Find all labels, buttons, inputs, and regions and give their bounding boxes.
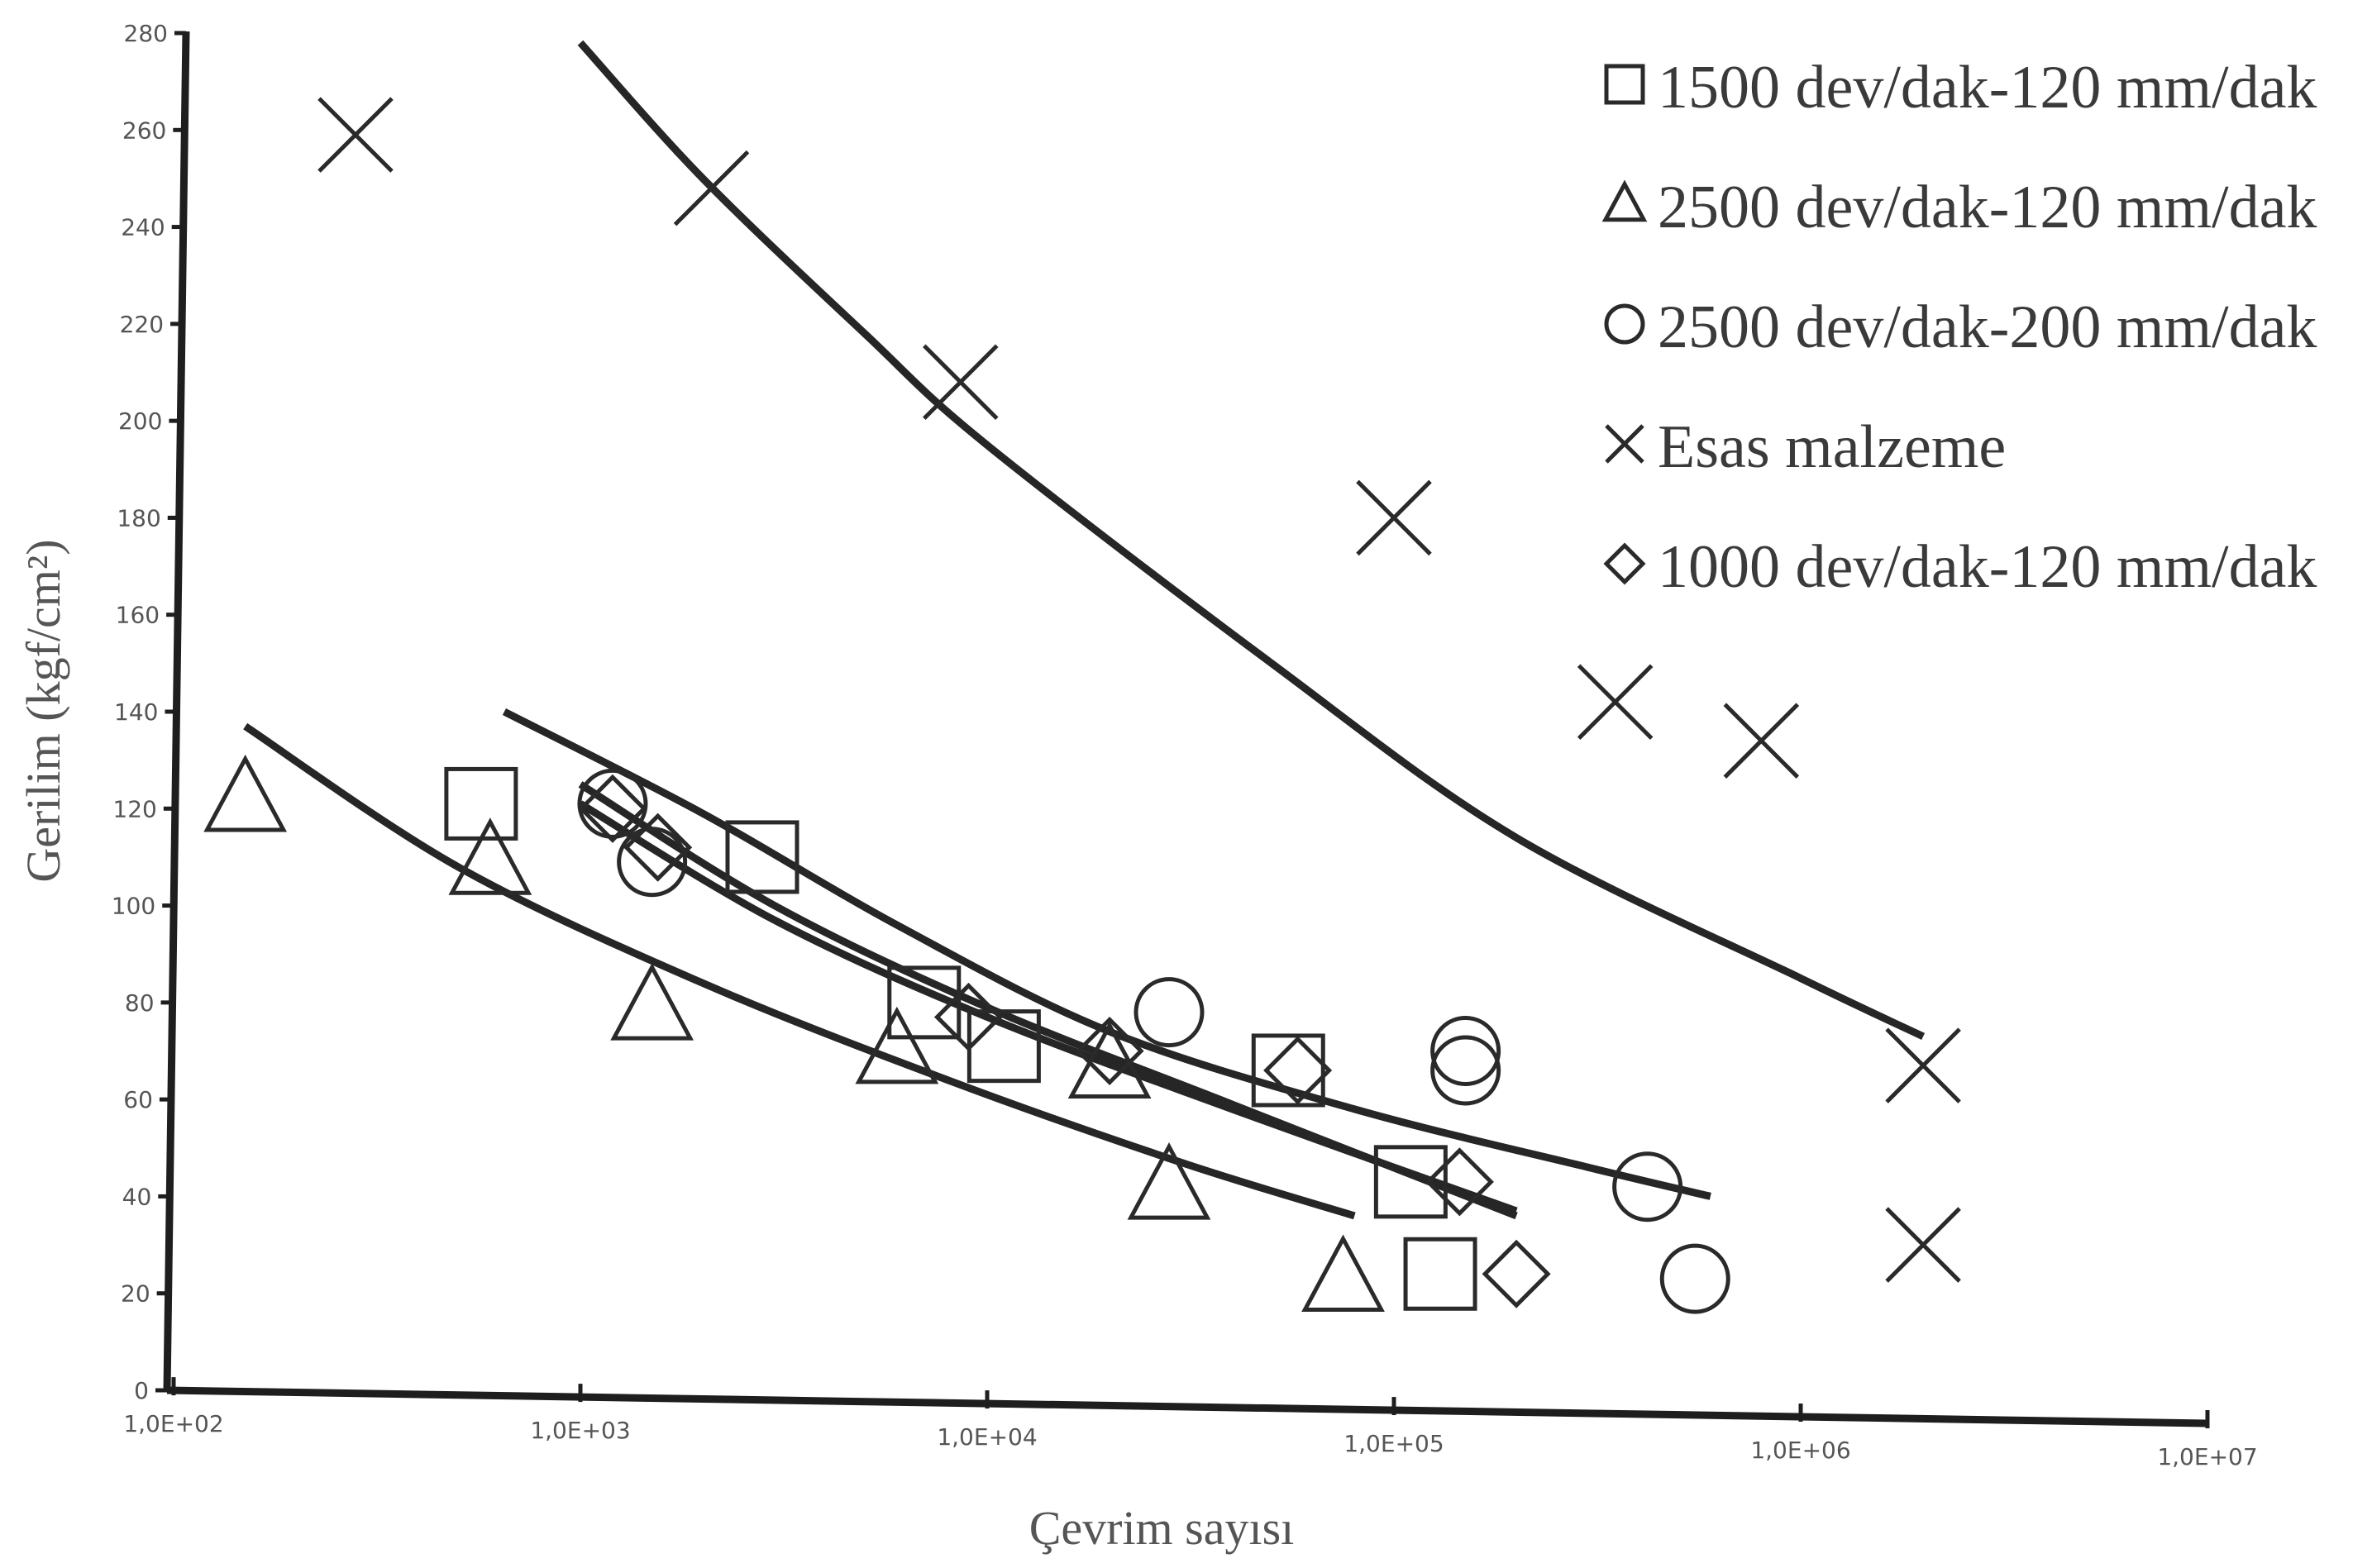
y-tick-label: 160	[116, 602, 160, 629]
x-tick-label: 1,0E+07	[2157, 1443, 2257, 1470]
data-markers	[203, 97, 1961, 1314]
data-point-triangle	[203, 754, 288, 832]
x-tick-label: 1,0E+04	[937, 1423, 1037, 1451]
data-point-triangle	[448, 817, 532, 895]
y-tick-label: 120	[112, 795, 156, 822]
data-point-triangle	[1127, 1142, 1211, 1220]
trend-line	[243, 722, 1356, 1220]
y-tick-label: 220	[120, 311, 164, 338]
y-tick-label: 80	[125, 989, 155, 1017]
legend-marker-circle	[1604, 303, 1645, 345]
legend-label: 2500 dev/dak-120 mm/dak	[1658, 174, 2317, 241]
trend-line	[502, 708, 1711, 1200]
legend-marker-square	[1604, 64, 1645, 105]
x-tick-label: 1,0E+02	[123, 1410, 223, 1437]
legend-label: Esas malzeme	[1658, 413, 2006, 481]
data-point-x	[317, 97, 394, 173]
y-tick-label: 0	[134, 1377, 149, 1404]
legend-label: 2500 dev/dak-200 mm/dak	[1658, 293, 2317, 361]
legend: 1500 dev/dak-120 mm/dak 2500 dev/dak-120 …	[1601, 54, 2317, 601]
y-tick-label: 40	[122, 1183, 152, 1210]
data-point-diamond	[578, 774, 647, 843]
y-tick-label: 100	[112, 893, 155, 920]
x-tick-label: 1,0E+03	[530, 1417, 630, 1444]
x-ticks: 1,0E+02 1,0E+03 1,0E+04 1,0E+05 1,0E+06 1,0E+…	[123, 1377, 2258, 1470]
data-point-x	[1577, 664, 1654, 741]
data-point-circle	[1134, 977, 1205, 1048]
x-axis-title: Çevrim sayısı	[1029, 1501, 1295, 1555]
data-point-x	[1885, 1027, 1961, 1103]
data-point-x	[1885, 1207, 1961, 1283]
y-tick-label: 240	[121, 214, 165, 241]
y-tick-label: 180	[117, 504, 160, 531]
data-point-circle	[577, 768, 648, 839]
data-point-square	[1251, 1033, 1325, 1108]
data-point-triangle	[855, 1006, 939, 1084]
data-point-diamond	[1482, 1239, 1551, 1308]
data-point-x	[673, 150, 750, 226]
y-tick-label: 60	[123, 1086, 153, 1113]
data-point-square	[1373, 1145, 1448, 1219]
y-axis-line	[163, 31, 190, 1391]
chart-axes	[163, 31, 2208, 1427]
data-point-diamond	[1263, 1036, 1333, 1105]
data-point-triangle	[1301, 1234, 1385, 1313]
legend-marker-triangle	[1601, 179, 1648, 222]
data-point-circle	[1430, 1016, 1501, 1086]
y-tick-label: 200	[118, 407, 162, 435]
data-point-square	[725, 820, 799, 894]
y-ticks: 0 20 40 60 80 100 120 140 160 180 200 220 240 260 280	[112, 20, 186, 1404]
data-point-x	[1723, 703, 1800, 779]
data-point-diamond	[1075, 1016, 1144, 1086]
legend-label: 1500 dev/dak-120 mm/dak	[1658, 54, 2317, 122]
data-point-circle	[1430, 1035, 1501, 1106]
y-tick-label: 280	[124, 20, 168, 47]
y-tick-label: 140	[114, 698, 158, 726]
data-point-diamond	[1425, 1147, 1494, 1217]
data-point-x	[923, 344, 999, 420]
x-tick-label: 1,0E+05	[1343, 1430, 1444, 1457]
data-point-x	[1356, 479, 1432, 556]
y-tick-label: 260	[122, 117, 166, 144]
x-tick-label: 1,0E+06	[1750, 1437, 1850, 1464]
data-point-circle	[1659, 1243, 1730, 1314]
legend-marker-diamond	[1603, 542, 1646, 585]
data-point-triangle	[610, 963, 694, 1041]
x-axis-line	[166, 1386, 2208, 1427]
y-tick-label: 20	[121, 1280, 150, 1308]
y-axis-title: Gerilim (kgf/cm²)	[17, 539, 70, 882]
data-point-diamond	[933, 982, 1004, 1051]
data-point-square	[444, 766, 518, 841]
data-point-circle	[617, 827, 688, 898]
data-point-circle	[1612, 1151, 1683, 1222]
data-point-diamond	[623, 813, 693, 882]
data-point-square	[1403, 1237, 1477, 1311]
legend-marker-x	[1605, 424, 1644, 464]
legend-label: 1000 dev/dak-120 mm/dak	[1658, 533, 2317, 601]
data-point-square	[887, 965, 962, 1040]
